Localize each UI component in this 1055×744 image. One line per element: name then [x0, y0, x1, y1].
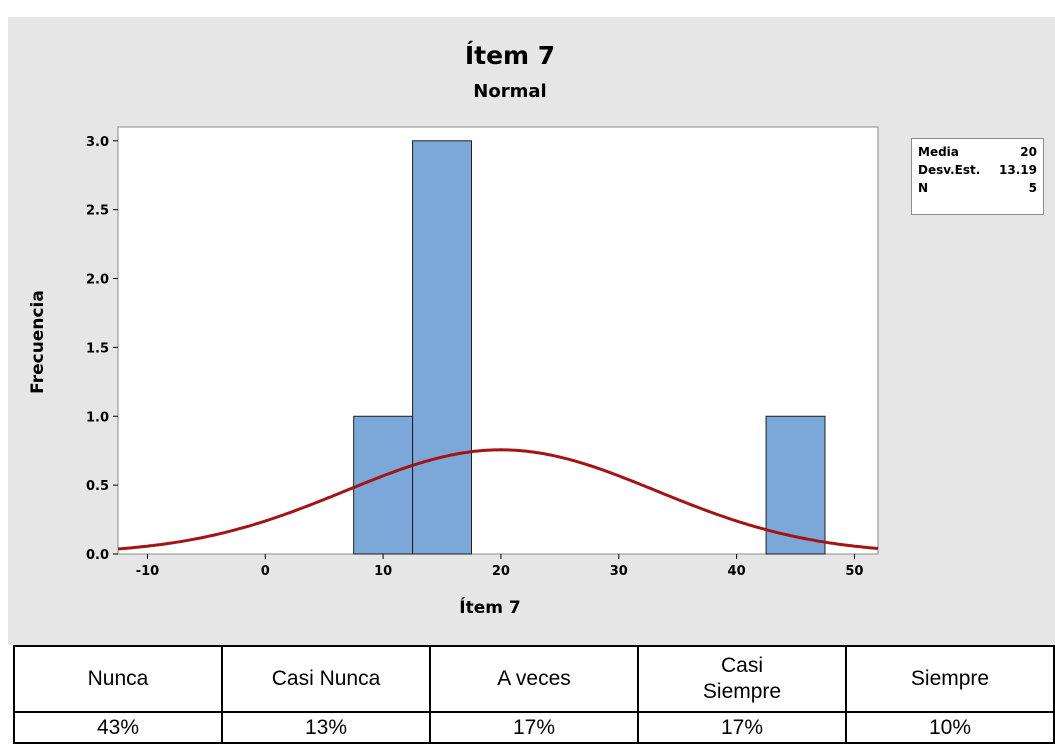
- x-tick-label: -10: [136, 564, 160, 579]
- table-header-cell: Casi Siempre: [637, 645, 847, 713]
- x-tick-label: 10: [374, 564, 392, 579]
- stat-label: Media: [918, 145, 959, 159]
- y-axis: 0.0 0.5 1.0 1.5 2.0 2.5 3.0: [86, 135, 118, 563]
- table-header-cell: Casi Nunca: [221, 645, 431, 713]
- stat-value: 20: [1020, 145, 1037, 159]
- stats-legend: Media 20 Desv.Est. 13.19 N 5: [911, 138, 1044, 215]
- y-tick-label: 0.0: [86, 548, 109, 563]
- histogram-bar: [412, 140, 472, 555]
- chart-title: Ítem 7: [465, 41, 555, 70]
- y-axis-label: Frecuencia: [28, 290, 48, 394]
- y-tick-label: 2.0: [86, 273, 109, 288]
- table-header-cell: A veces: [429, 645, 639, 713]
- x-axis-label: Ítem 7: [459, 596, 520, 618]
- y-tick-label: 0.5: [86, 479, 109, 494]
- stat-row-n: N 5: [918, 179, 1037, 197]
- stat-value: 5: [1028, 181, 1037, 195]
- x-axis: -10 0 10 20 30 40 50: [136, 554, 863, 579]
- table-value-row: 43% 13% 17% 17% 10%: [13, 711, 1055, 744]
- normal-fit-curve: [117, 448, 879, 551]
- table-value-cell: 17%: [637, 711, 847, 744]
- x-tick-label: 40: [728, 564, 746, 579]
- table-value-cell: 13%: [221, 711, 431, 744]
- x-tick-label: 20: [492, 564, 510, 579]
- bars-layer: [353, 140, 826, 555]
- chart-panel: Ítem 7 Normal 0.0 0.5 1.0 1.5 2.0 2.5 3.0 -10 0…: [8, 17, 1055, 645]
- x-tick-label: 50: [845, 564, 863, 579]
- table-value-cell: 17%: [429, 711, 639, 744]
- x-tick-label: 30: [610, 564, 628, 579]
- table-value-cell: 10%: [845, 711, 1055, 744]
- histogram-chart: Ítem 7 Normal 0.0 0.5 1.0 1.5 2.0 2.5 3.0 -10 0…: [28, 41, 879, 618]
- x-tick-label: 0: [261, 564, 270, 579]
- y-tick-label: 3.0: [86, 135, 109, 150]
- stat-value: 13.19: [999, 163, 1037, 177]
- curve-layer: [117, 448, 879, 551]
- stat-label: N: [918, 181, 929, 195]
- y-tick-label: 1.0: [86, 410, 109, 425]
- table-header-row: Nunca Casi Nunca A veces Casi Siempre Si…: [13, 645, 1055, 713]
- stat-row-stdev: Desv.Est. 13.19: [918, 161, 1037, 179]
- y-tick-label: 1.5: [86, 341, 109, 356]
- chart-subtitle: Normal: [473, 81, 546, 102]
- stat-row-mean: Media 20: [918, 143, 1037, 161]
- table-header-cell: Nunca: [13, 645, 223, 713]
- summary-table: Nunca Casi Nunca A veces Casi Siempre Si…: [13, 645, 1055, 744]
- stat-label: Desv.Est.: [918, 163, 981, 177]
- y-tick-label: 2.5: [86, 204, 109, 219]
- table-value-cell: 43%: [13, 711, 223, 744]
- plot-area: [117, 126, 879, 555]
- table-header-cell: Siempre: [845, 645, 1055, 713]
